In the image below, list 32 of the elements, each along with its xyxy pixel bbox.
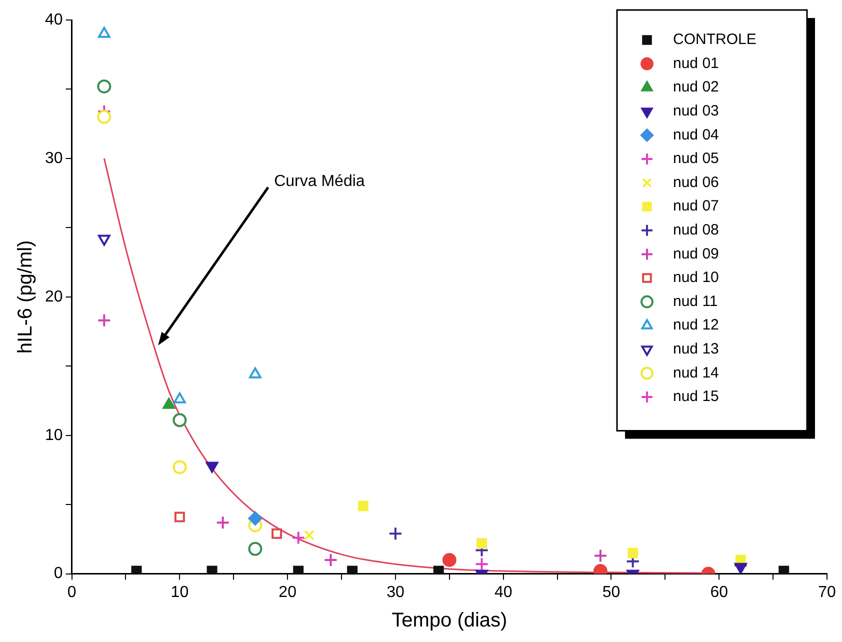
x-tick-label: 30 [386,584,404,601]
legend-label: CONTROLE [673,31,756,48]
legend-label: nud 13 [673,340,719,358]
legend-label: nud 05 [673,150,719,168]
x-tick-label: 70 [818,584,836,601]
legend-label: nud 02 [673,78,719,96]
x-axis-title: Tempo (dias) [392,610,508,632]
y-tick-label: 30 [45,150,63,167]
x-tick-label: 50 [602,584,620,601]
legend-label: nud 12 [673,316,719,334]
legend-label: nud 08 [673,222,719,239]
annotation: Curva Média [274,172,365,190]
x-tick-label: 0 [67,584,76,601]
legend-label: nud 03 [673,102,719,120]
y-tick-label: 0 [54,565,63,582]
y-axis-title: hIL-6 (pg/ml) [14,240,37,354]
x-tick-label: 60 [710,584,728,601]
y-tick-label: 40 [45,11,63,28]
legend-label: nud 11 [673,292,718,310]
y-tick-label: 20 [45,288,63,306]
legend-label: nud 09 [673,245,719,262]
legend-label: nud 10 [673,269,719,286]
legend-label: nud 06 [673,174,719,191]
legend-label: nud 01 [673,54,719,72]
legend-label: nud 14 [673,364,719,382]
legend-label: nud 15 [673,388,719,406]
x-tick-label: 20 [278,584,297,601]
legend-label: nud 07 [673,198,719,215]
x-tick-label: 40 [494,584,512,601]
legend-label: nud 04 [673,126,719,144]
y-tick-label: 10 [45,426,63,444]
x-tick-label: 10 [170,584,189,601]
